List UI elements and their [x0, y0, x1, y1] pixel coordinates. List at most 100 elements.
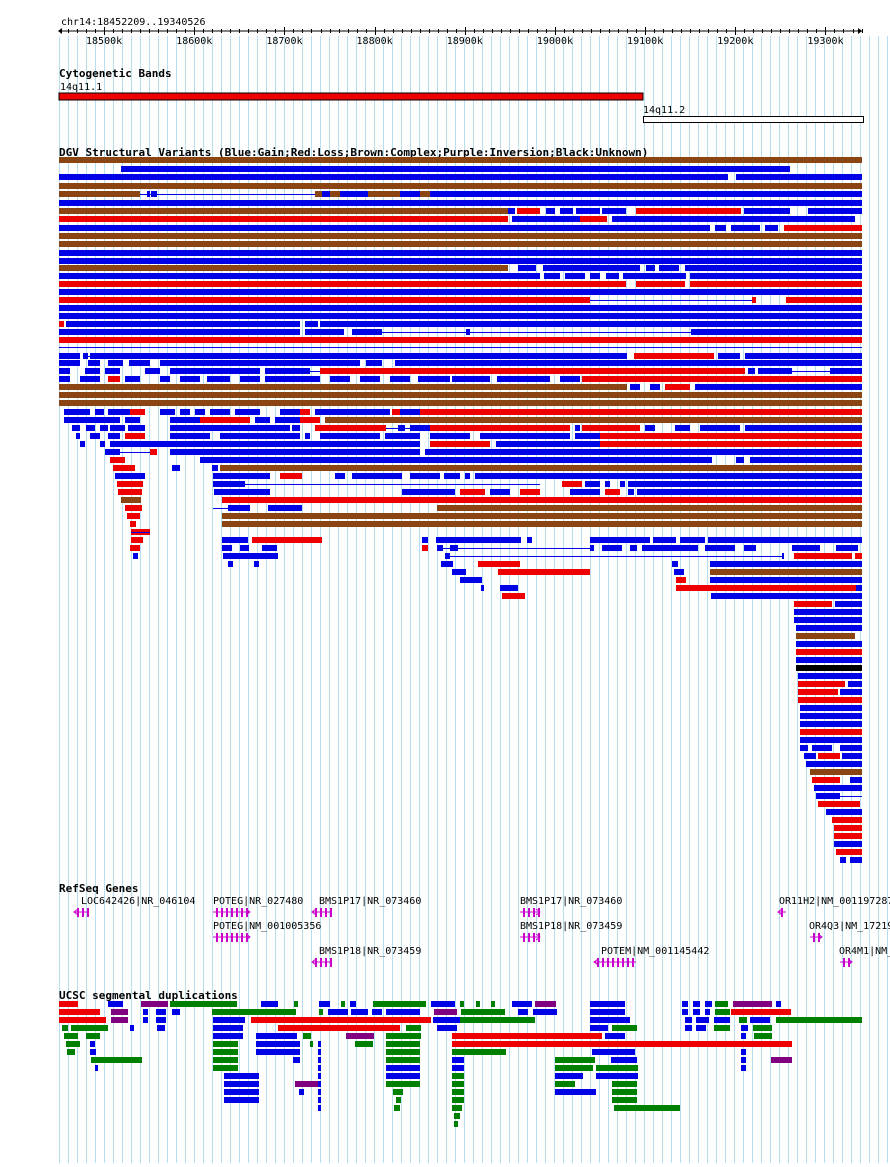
dgv-features[interactable] — [59, 157, 862, 863]
dgv-variant[interactable] — [400, 191, 420, 197]
gene-exon[interactable] — [315, 958, 317, 967]
dgv-variant[interactable] — [72, 425, 80, 431]
dgv-variant[interactable] — [125, 376, 140, 382]
dgv-variant[interactable] — [100, 441, 105, 447]
dgv-variant[interactable] — [452, 376, 490, 382]
segdup-feature[interactable] — [612, 1025, 637, 1031]
dgv-variant[interactable] — [465, 473, 470, 479]
gene-exon[interactable] — [528, 908, 530, 917]
dgv-variant[interactable] — [796, 625, 862, 631]
segdup-feature[interactable] — [64, 1033, 78, 1039]
dgv-variant[interactable] — [800, 729, 862, 735]
dgv-variant[interactable] — [430, 433, 470, 439]
dgv-variant[interactable] — [794, 553, 852, 559]
dgv-variant[interactable] — [636, 281, 685, 287]
segdup-feature[interactable] — [739, 1017, 747, 1023]
gene-exon[interactable] — [87, 908, 89, 917]
gene-exon[interactable] — [325, 958, 327, 967]
dgv-variant[interactable] — [262, 545, 277, 551]
dgv-variant[interactable] — [612, 216, 855, 222]
segdup-feature[interactable] — [741, 1065, 746, 1071]
dgv-variant[interactable] — [235, 409, 260, 415]
dgv-variant[interactable] — [398, 425, 405, 431]
dgv-variant[interactable] — [441, 561, 453, 567]
dgv-variant[interactable] — [650, 384, 660, 390]
gene-exon[interactable] — [241, 933, 243, 942]
dgv-variant[interactable] — [850, 857, 862, 863]
dgv-variant[interactable] — [147, 191, 150, 197]
dgv-variant[interactable] — [160, 360, 360, 366]
dgv-variant[interactable] — [637, 489, 862, 495]
dgv-variant[interactable] — [420, 409, 862, 415]
dgv-variant[interactable] — [220, 465, 862, 471]
segdup-feature[interactable] — [318, 1041, 321, 1047]
segdup-feature[interactable] — [460, 1001, 464, 1007]
segdup-feature[interactable] — [433, 1017, 460, 1023]
dgv-variant[interactable] — [128, 425, 145, 431]
dgv-variant[interactable] — [88, 360, 100, 366]
dgv-variant[interactable] — [630, 384, 640, 390]
dgv-variant[interactable] — [125, 505, 142, 511]
dgv-variant[interactable] — [796, 641, 862, 647]
dgv-variant[interactable] — [64, 417, 120, 423]
dgv-variant[interactable] — [400, 409, 420, 415]
dgv-variant[interactable] — [172, 465, 180, 471]
segdup-feature[interactable] — [256, 1049, 300, 1055]
gene-label-bms1p18-a[interactable]: BMS1P18|NR_073459 — [319, 946, 421, 957]
dgv-variant[interactable] — [605, 489, 620, 495]
segdup-feature[interactable] — [386, 1057, 420, 1063]
dgv-variant[interactable] — [565, 273, 585, 279]
dgv-variant[interactable] — [798, 697, 862, 703]
dgv-variant[interactable] — [520, 489, 540, 495]
dgv-variant[interactable] — [744, 208, 790, 214]
segdup-feature[interactable] — [452, 1105, 462, 1111]
segdup-feature[interactable] — [213, 1017, 245, 1023]
segdup-feature[interactable] — [614, 1105, 680, 1111]
dgv-variant[interactable] — [731, 225, 760, 231]
dgv-variant[interactable] — [213, 481, 245, 487]
dgv-variant[interactable] — [665, 384, 690, 390]
dgv-variant[interactable] — [620, 481, 625, 487]
dgv-variant[interactable] — [59, 200, 862, 206]
dgv-variant[interactable] — [690, 281, 862, 287]
segdup-feature[interactable] — [605, 1033, 625, 1039]
segdup-feature[interactable] — [612, 1097, 637, 1103]
dgv-variant[interactable] — [105, 368, 120, 374]
dgv-variant[interactable] — [59, 208, 508, 214]
segdup-feature[interactable] — [213, 1033, 243, 1039]
segdup-feature[interactable] — [256, 1041, 300, 1047]
dgv-variant[interactable] — [705, 545, 735, 551]
segdup-feature[interactable] — [172, 1009, 180, 1015]
dgv-variant[interactable] — [830, 368, 862, 374]
segdup-feature[interactable] — [310, 1041, 313, 1047]
dgv-variant[interactable] — [125, 417, 140, 423]
dgv-variant[interactable] — [796, 649, 862, 655]
gene-exon[interactable] — [246, 908, 248, 917]
dgv-variant[interactable] — [497, 376, 550, 382]
segdup-feature[interactable] — [66, 1041, 80, 1047]
dgv-variant[interactable] — [360, 376, 380, 382]
dgv-variant[interactable] — [390, 376, 410, 382]
dgv-variant[interactable] — [222, 513, 862, 519]
dgv-variant[interactable] — [340, 191, 368, 197]
dgv-variant[interactable] — [125, 433, 145, 439]
dgv-variant[interactable] — [810, 769, 862, 775]
gene-exon[interactable] — [818, 933, 820, 942]
segdup-feature[interactable] — [437, 1025, 457, 1031]
dgv-variant[interactable] — [305, 433, 310, 439]
dgv-variant[interactable] — [634, 353, 714, 359]
segdup-feature[interactable] — [59, 1017, 106, 1023]
segdup-feature[interactable] — [705, 1001, 712, 1007]
segdup-feature[interactable] — [71, 1025, 108, 1031]
dgv-variant[interactable] — [180, 376, 200, 382]
dgv-variant[interactable] — [792, 545, 820, 551]
segdup-feature[interactable] — [346, 1033, 374, 1039]
dgv-variant[interactable] — [636, 208, 741, 214]
segdup-feature[interactable] — [256, 1033, 297, 1039]
dgv-variant[interactable] — [214, 489, 270, 495]
segdup-feature[interactable] — [373, 1001, 426, 1007]
dgv-variant[interactable] — [685, 265, 862, 271]
dgv-variant[interactable] — [496, 441, 600, 447]
gene-exon[interactable] — [528, 933, 530, 942]
segdup-feature[interactable] — [452, 1049, 506, 1055]
